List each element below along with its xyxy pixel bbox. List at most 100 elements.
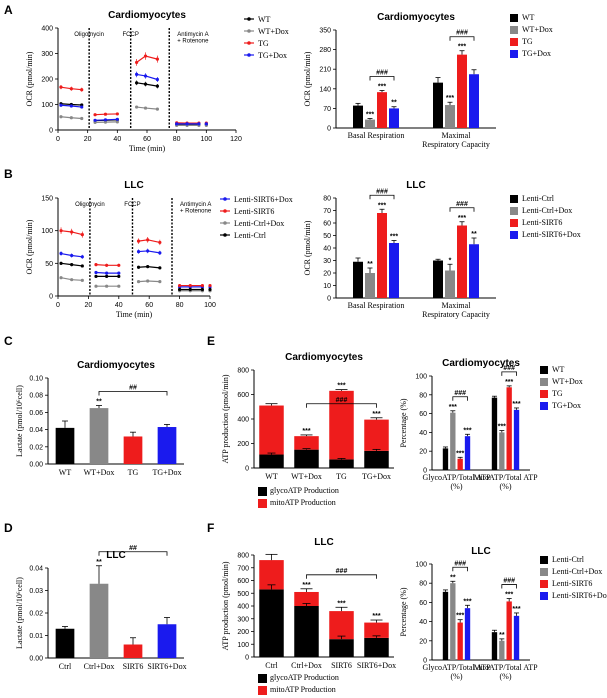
bar — [123, 644, 143, 658]
x-category-label: Ctrl+Dox — [84, 662, 115, 671]
data-point — [117, 271, 121, 275]
significance-label: ** — [499, 632, 505, 639]
comparison-bracket-label: ### — [376, 69, 388, 76]
comparison-bracket-label: ### — [336, 397, 348, 404]
legend-marker — [247, 53, 251, 57]
x-category-label: Basal Respiration — [348, 301, 405, 310]
x-category-label: Ctrl — [59, 662, 72, 671]
legend-swatch — [540, 592, 548, 600]
data-point — [208, 287, 212, 292]
x-category-label-line: MitoATP/Total ATP — [473, 663, 538, 672]
panel-letter-A: A — [4, 3, 13, 17]
data-point — [70, 278, 74, 282]
legend-label: Lenti-SIRT6 — [552, 579, 592, 588]
bar — [506, 387, 512, 470]
legend-marker — [247, 29, 251, 33]
comparison-bracket — [306, 403, 377, 408]
bar — [442, 591, 449, 660]
y-tick-label: 800 — [237, 368, 249, 375]
y-tick-label: 10 — [323, 283, 331, 290]
stacked-bar-segment — [259, 454, 284, 468]
stacked-bar-segment — [294, 449, 319, 468]
data-point — [80, 105, 84, 109]
data-point — [117, 263, 121, 267]
y-tick-label: 0.08 — [29, 393, 43, 400]
bar — [513, 409, 520, 470]
significance-label: *** — [446, 95, 454, 102]
data-point — [80, 278, 84, 282]
y-tick-label: 0.04 — [29, 566, 43, 573]
data-point — [135, 81, 139, 85]
comparison-bracket — [449, 36, 475, 41]
data-point — [175, 122, 179, 126]
y-tick-label: 20 — [419, 638, 427, 645]
data-point — [136, 265, 141, 269]
data-point — [155, 57, 159, 61]
y-tick-label: 50 — [323, 233, 331, 240]
y-axis-label: Lactate (pmol/10⁶cell) — [15, 385, 24, 457]
y-tick-label: 20 — [419, 449, 427, 456]
x-category-label: WT — [59, 468, 72, 477]
legend-swatch — [540, 568, 548, 576]
y-tick-label: 400 — [237, 604, 249, 611]
y-tick-label: 60 — [323, 221, 331, 228]
data-point — [146, 279, 150, 283]
legend-label: Lenti-Ctrl — [522, 194, 555, 203]
x-tick-label: 100 — [204, 302, 216, 309]
significance-label: ** — [391, 100, 397, 107]
x-tick-label: 120 — [230, 136, 242, 143]
legend-swatch — [540, 390, 548, 398]
y-tick-label: 0 — [423, 468, 427, 475]
data-point — [136, 280, 141, 284]
significance-label: *** — [337, 600, 345, 607]
legend-label: TG+Dox — [552, 401, 581, 410]
data-point — [136, 239, 141, 243]
y-tick-label: 400 — [41, 26, 53, 33]
bar — [450, 412, 456, 470]
bar — [365, 119, 375, 128]
significance-label: *** — [463, 598, 471, 605]
injection-label: FCCP — [123, 32, 139, 38]
comparison-bracket-label: ### — [454, 390, 466, 397]
bar — [457, 622, 463, 660]
legend-label: Lenti-SIRT6+Dox — [552, 591, 607, 600]
bar — [457, 54, 467, 128]
injection-label: Antimycin A + Rotenone — [177, 32, 209, 45]
legend-label: TG+Dox — [522, 49, 551, 58]
stacked-bar-segment — [364, 637, 389, 657]
comparison-bracket-label: ### — [456, 201, 468, 208]
stacked-bar-segment — [329, 611, 354, 640]
y-tick-label: 0 — [245, 466, 249, 473]
y-tick-label: 400 — [237, 417, 249, 424]
y-tick-label: 800 — [237, 553, 249, 560]
data-point — [80, 232, 84, 237]
data-point — [204, 122, 208, 126]
data-point — [135, 60, 139, 65]
legend-swatch — [510, 195, 518, 203]
data-point — [80, 255, 84, 259]
comparison-bracket — [449, 207, 475, 212]
y-tick-label: 0.10 — [29, 376, 43, 383]
legend-swatch — [540, 556, 548, 564]
y-tick-label: 80 — [419, 392, 427, 399]
data-point — [94, 263, 98, 267]
comparison-bracket — [501, 371, 517, 376]
bar — [499, 640, 505, 660]
legend-label: WT — [552, 365, 565, 374]
x-category-label: WT+Dox — [84, 468, 115, 477]
y-tick-label: 0.02 — [29, 444, 43, 451]
data-point — [143, 82, 148, 86]
legend-swatch — [510, 26, 518, 34]
legend-label: TG — [522, 37, 533, 46]
significance-label: *** — [458, 44, 466, 51]
significance-label: *** — [498, 424, 506, 431]
legend-swatch — [258, 487, 267, 496]
x-category-label-line: (%) — [500, 672, 512, 681]
x-category-label-line: (%) — [500, 482, 512, 491]
y-tick-label: 210 — [319, 67, 331, 74]
y-tick-label: 0 — [49, 128, 53, 135]
y-tick-label: 300 — [41, 51, 53, 58]
data-point — [178, 287, 182, 292]
significance-label: *** — [456, 613, 464, 620]
legend-label: Lenti-Ctrl — [552, 555, 585, 564]
